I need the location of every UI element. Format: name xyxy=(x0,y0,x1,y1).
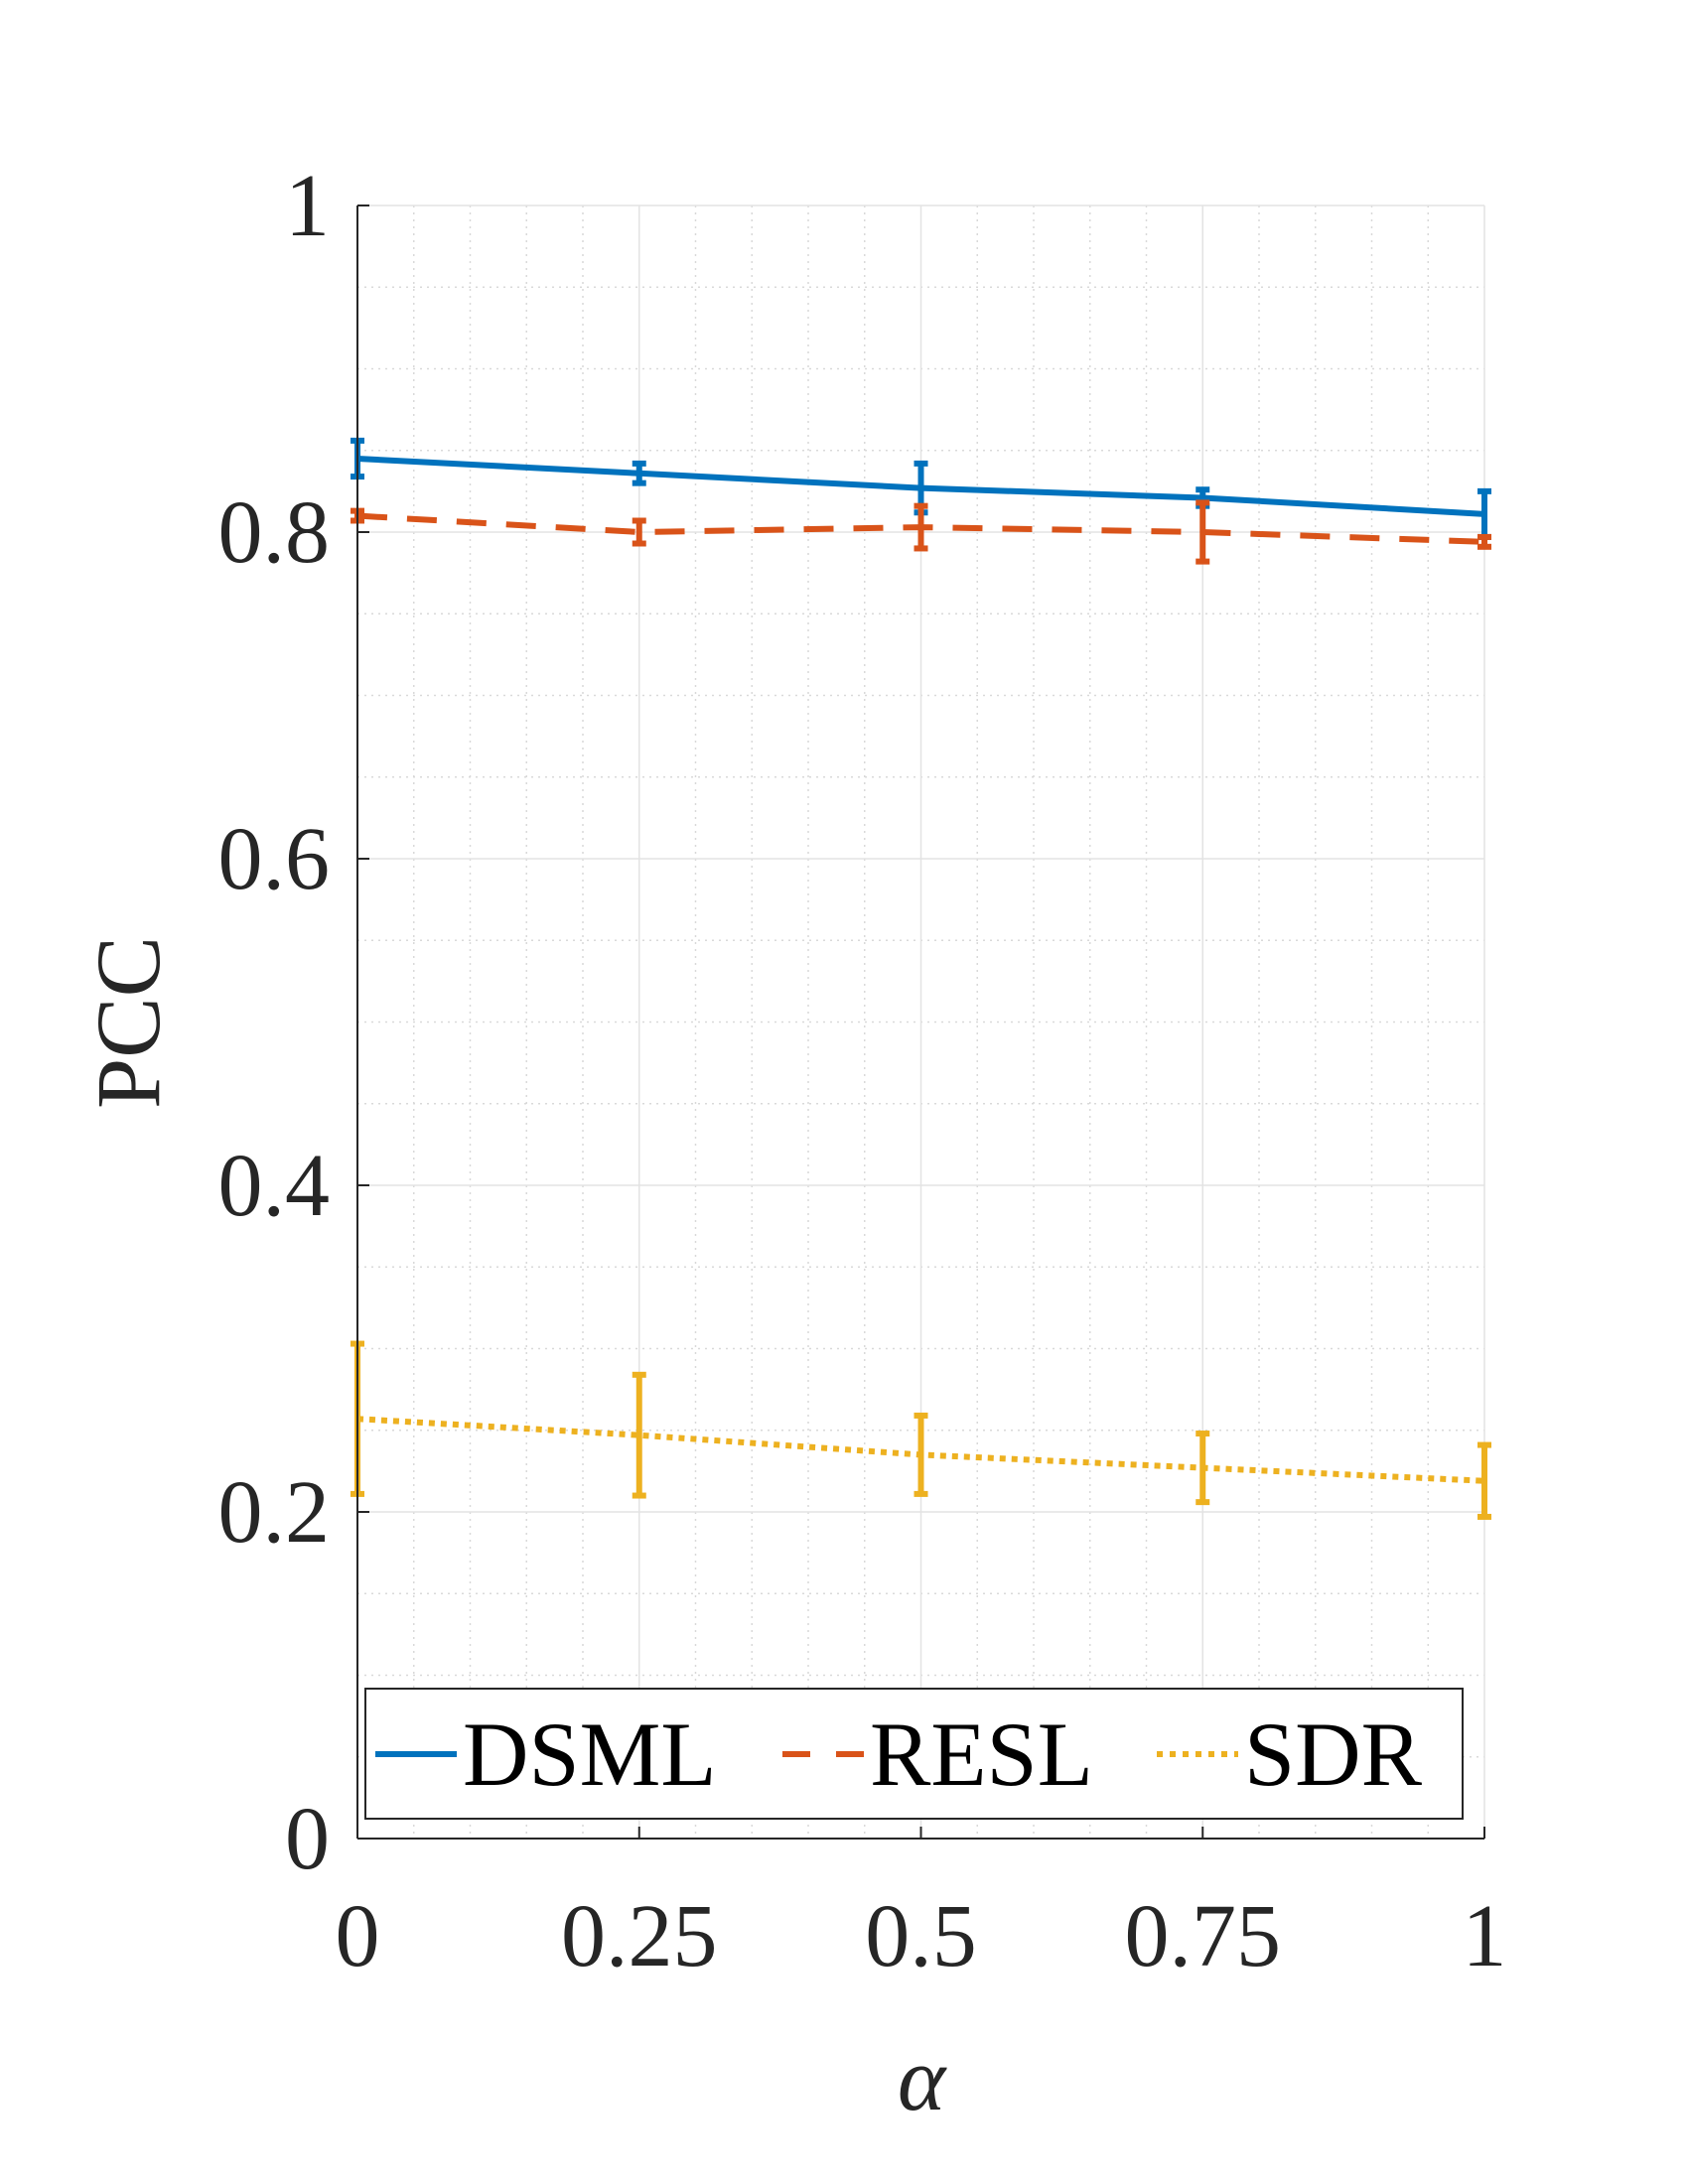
legend-label: DSML xyxy=(463,1704,717,1805)
axes xyxy=(356,205,1485,1840)
y-tick-label: 0.8 xyxy=(218,483,331,582)
y-tick-label: 0.6 xyxy=(218,810,331,908)
y-tick-label: 0 xyxy=(285,1790,330,1888)
x-tick-labels: 0 0.25 0.5 0.75 1 xyxy=(336,1887,1507,1985)
error-bar xyxy=(632,1371,646,1499)
x-tick-label: 0 xyxy=(336,1887,380,1985)
x-axis-label: α xyxy=(898,2028,947,2129)
legend-label: RESL xyxy=(870,1704,1093,1805)
legend-item-sdr: SDR xyxy=(1157,1704,1423,1805)
x-tick-label: 0.25 xyxy=(561,1887,718,1985)
legend: DSML RESL SDR xyxy=(364,1688,1464,1820)
legend-label: SDR xyxy=(1244,1704,1423,1805)
error-bar xyxy=(632,460,646,486)
error-bar xyxy=(632,517,646,547)
error-bar xyxy=(1196,1431,1210,1506)
y-tick-label: 0.2 xyxy=(218,1463,331,1562)
legend-item-resl: RESL xyxy=(782,1704,1093,1805)
y-axis-label: PCC xyxy=(77,936,179,1109)
series-resl xyxy=(351,499,1491,565)
legend-box xyxy=(364,1688,1464,1820)
y-tick-label: 0.4 xyxy=(218,1137,331,1235)
error-bar xyxy=(914,502,928,552)
legend-item-dsml: DSML xyxy=(375,1704,717,1805)
y-tick-labels: 0 0.2 0.4 0.6 0.8 1 xyxy=(218,157,331,1888)
error-bar xyxy=(1477,1441,1491,1520)
x-tick-label: 0.5 xyxy=(865,1887,977,1985)
x-tick-label: 0.75 xyxy=(1125,1887,1282,1985)
x-tick-label: 1 xyxy=(1463,1887,1507,1985)
y-tick-label: 1 xyxy=(285,157,330,255)
error-bar xyxy=(1477,533,1491,550)
error-bar xyxy=(914,1412,928,1497)
error-bar xyxy=(1196,499,1210,565)
